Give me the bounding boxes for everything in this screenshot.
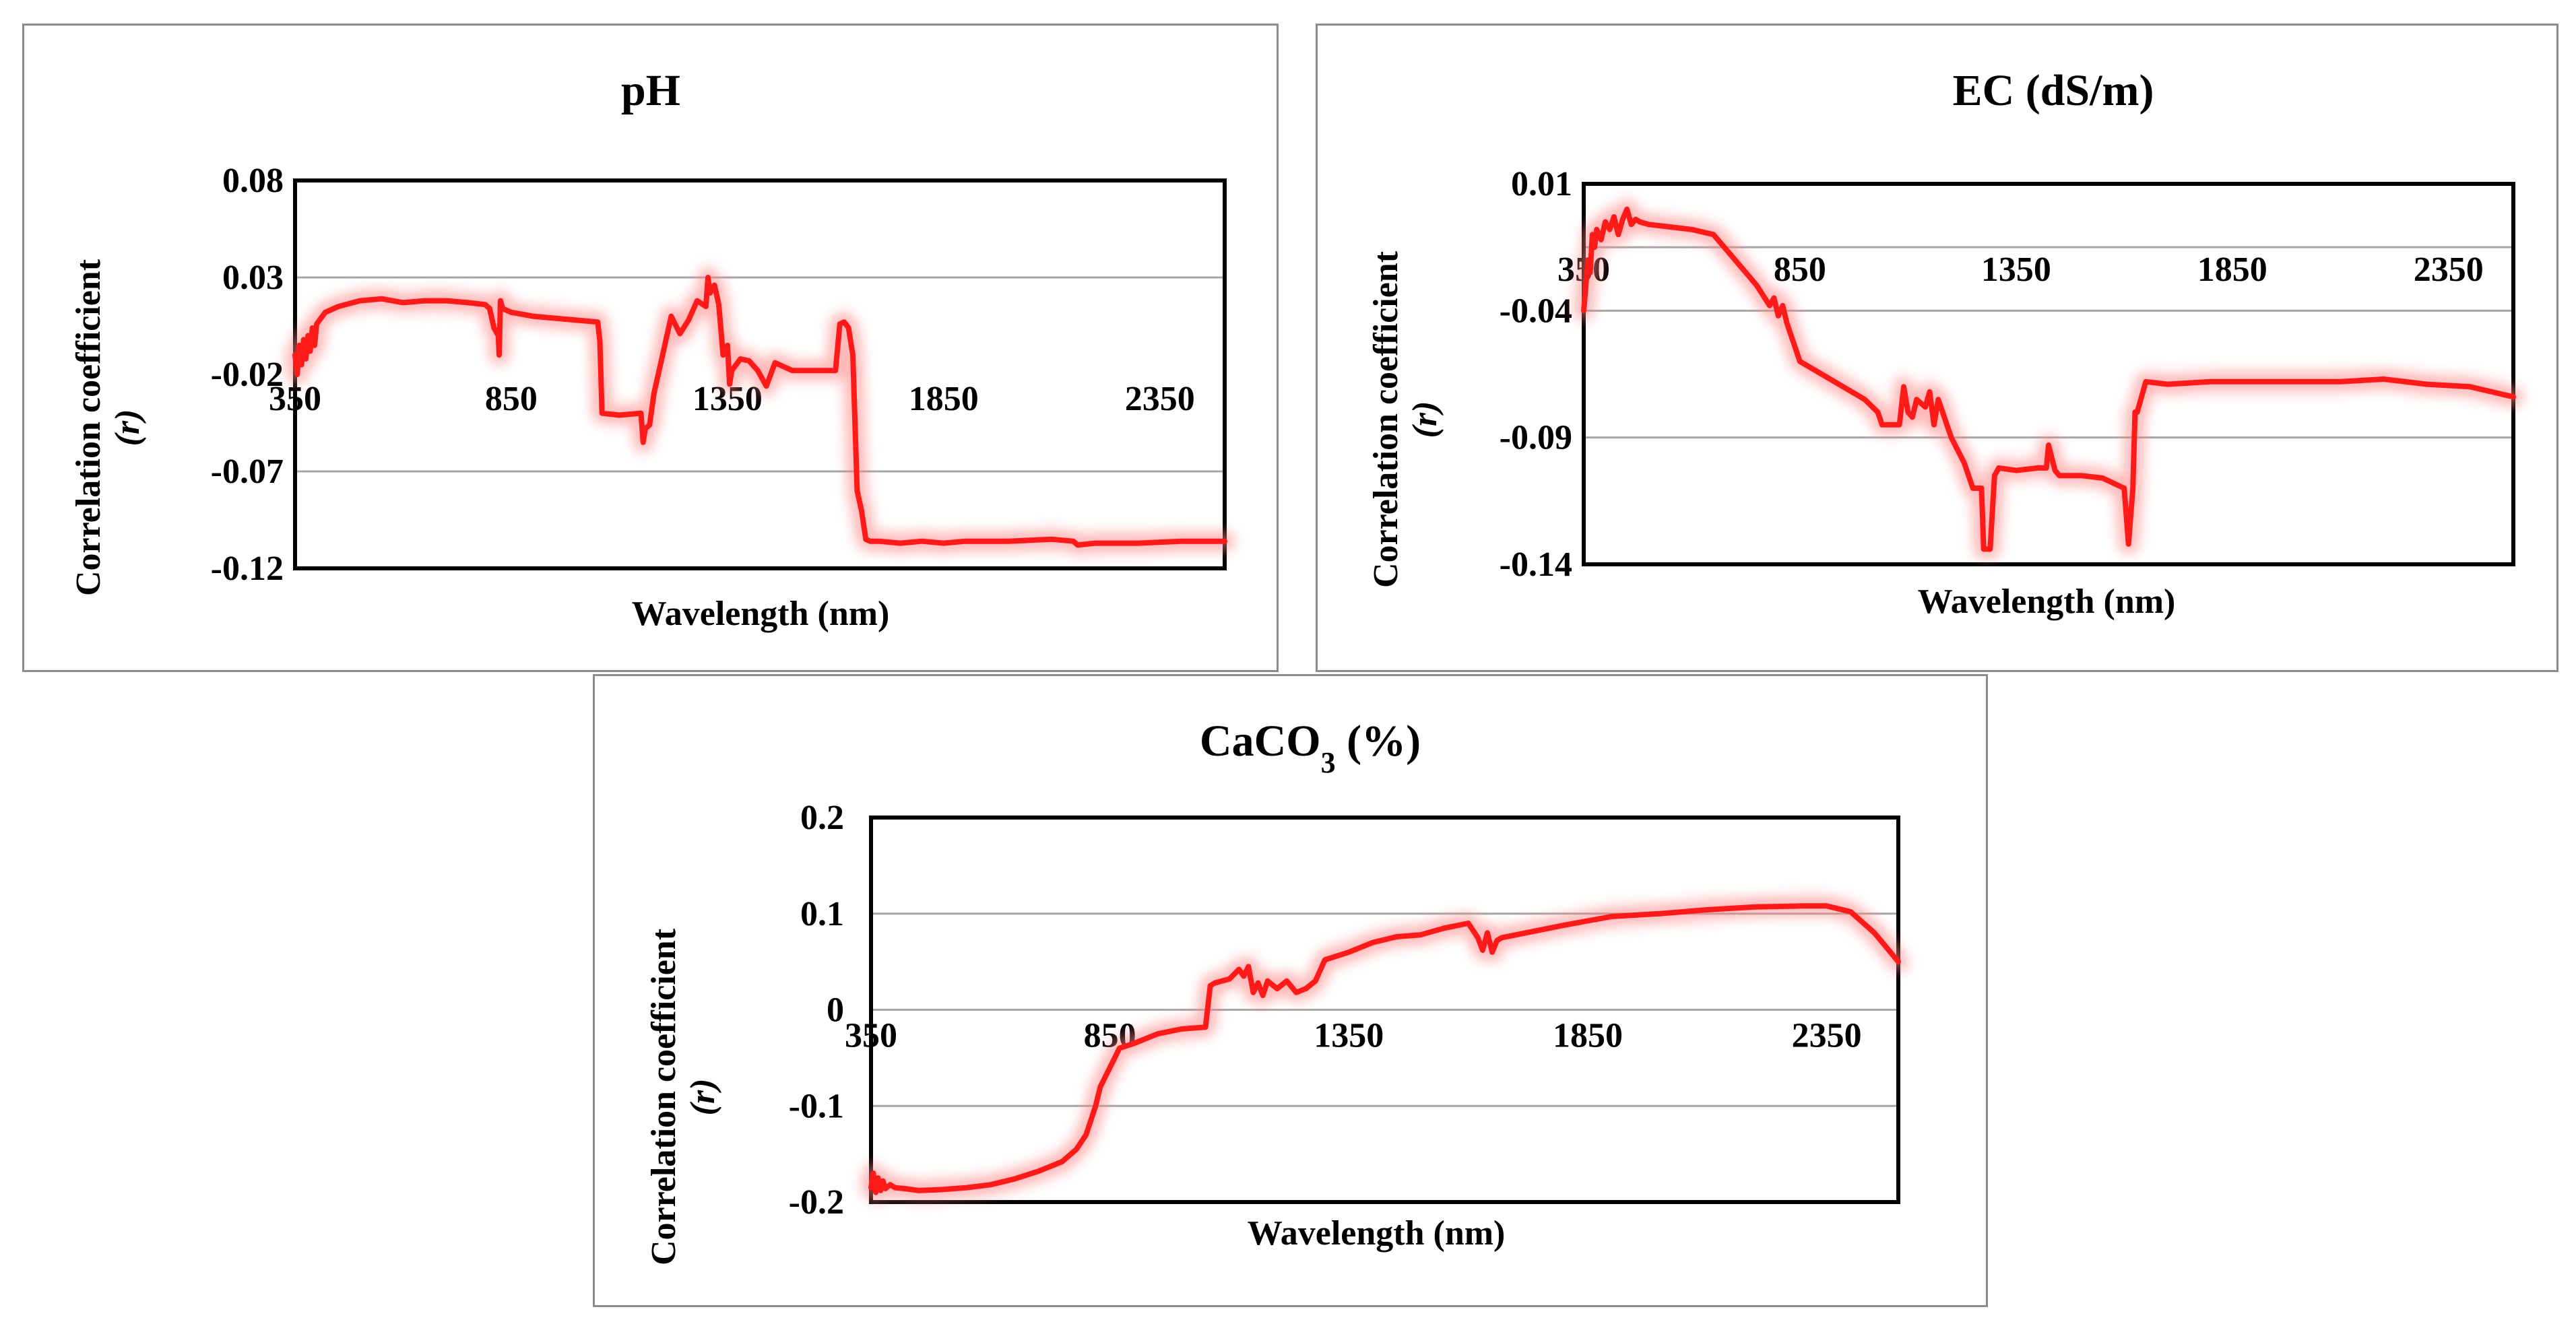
x-axis-title: Wavelength (nm) — [1248, 1214, 1506, 1253]
y-tick-label: -0.09 — [1500, 419, 1572, 457]
chart-caco3: CaCO3 (%)0.20.10-0.1-0.2350 850 1350 1850 23… — [645, 717, 1908, 1265]
y-tick-label: -0.04 — [1500, 292, 1572, 330]
y-tick-label: -0.14 — [1500, 545, 1572, 584]
y-tick-label: 0.1 — [800, 895, 844, 933]
x-tick-label: 850 — [485, 380, 538, 418]
y-axis-title: Correlation coefficient — [1367, 251, 1405, 588]
series-line — [1581, 206, 2516, 552]
chart-title-ph: pH — [621, 66, 680, 115]
y-axis-title: Correlation coefficient — [69, 259, 108, 596]
chart-title-subscript: 3 — [1321, 746, 1336, 779]
plot-frame — [869, 816, 1900, 1204]
y-tick-label: -0.02 — [211, 356, 284, 394]
plot-frame — [1582, 182, 2515, 566]
chart-title-ec: EC (dS/m) — [1953, 66, 2154, 115]
x-tick-label: 1350 — [1314, 1017, 1384, 1055]
chart-title-text: pH — [621, 66, 680, 115]
x-tick-label: 350 — [845, 1017, 897, 1055]
x-tick-label: 2350 — [1125, 380, 1195, 418]
chart-title-text: EC (dS/m) — [1953, 66, 2154, 115]
chart-panel-ph: pH 0.08 0.03 -0.02 -0.07 -0.12 350 850 1350 1850 2… — [22, 24, 1279, 672]
x-tick-label: 350 — [269, 380, 321, 418]
y-tick-label: -0.1 — [789, 1087, 844, 1125]
y-tick-label: 0.2 — [800, 799, 844, 837]
y-axis-symbol: (r) — [1406, 401, 1444, 438]
chart-panel-ec: EC (dS/m) 0.01 -0.04 -0.09 -0.14 350 850 1350 18… — [1316, 24, 2558, 672]
y-tick-label: 0 — [827, 991, 844, 1030]
series-line — [868, 903, 1901, 1195]
x-tick-label: 2350 — [2414, 251, 2484, 289]
y-tick-label: -0.07 — [211, 453, 284, 491]
x-tick-label: 1850 — [1553, 1017, 1623, 1055]
y-tick-label: 0.08 — [222, 162, 284, 200]
y-tick-label: 0.03 — [222, 259, 284, 297]
series-line — [292, 275, 1227, 548]
y-tick-label: -0.12 — [211, 550, 284, 588]
x-tick-label: 1350 — [1981, 251, 2051, 289]
y-axis-symbol: (r) — [108, 409, 147, 446]
x-tick-label: 850 — [1774, 251, 1826, 289]
x-axis-title: Wavelength (nm) — [1918, 583, 2176, 621]
y-tick-label: 0.01 — [1511, 165, 1572, 203]
x-tick-label: 1850 — [909, 380, 979, 418]
y-tick-label: -0.2 — [789, 1183, 844, 1222]
chart-title-text: CaCO — [1200, 717, 1321, 766]
series-glow — [861, 896, 1908, 1203]
x-tick-label: 2350 — [1792, 1017, 1862, 1055]
x-axis-title: Wavelength (nm) — [632, 595, 890, 633]
chart-title-suffix: (%) — [1336, 717, 1421, 766]
chart-title-caco3: CaCO3 (%) — [1200, 717, 1421, 779]
y-axis-title: Correlation coefficient — [645, 928, 683, 1265]
x-tick-label: 1850 — [2197, 251, 2267, 289]
y-axis-symbol: (r) — [684, 1079, 722, 1116]
chart-panel-caco3: CaCO3 (%) 0.2 0.1 0 -0.1 -0.2 350 850 1350 1850 23… — [593, 674, 1988, 1307]
